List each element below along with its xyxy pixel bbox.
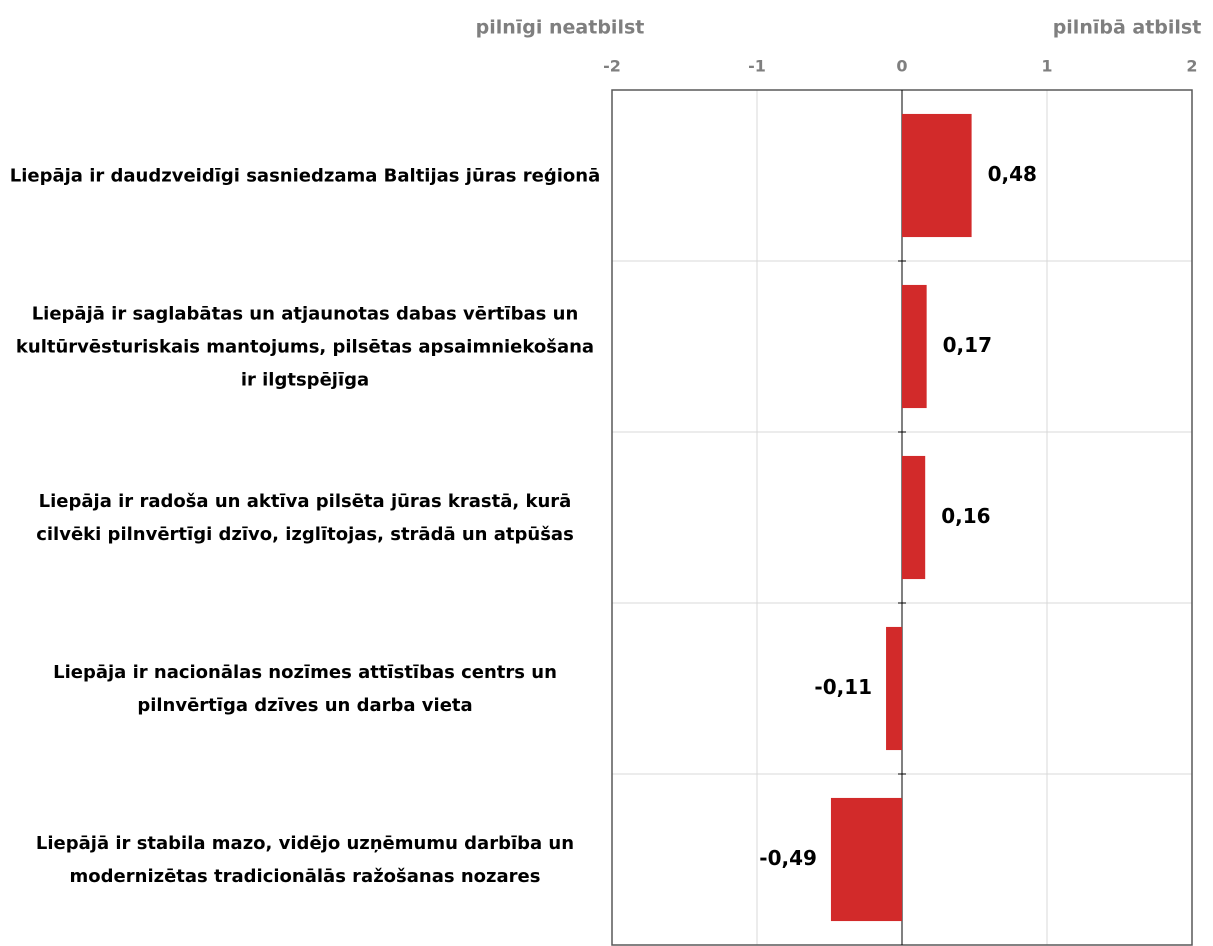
bar — [886, 626, 902, 751]
category-label: Liepāja ir daudzveidīgi sasniedzama Balt… — [9, 165, 601, 186]
value-label: -0,11 — [814, 675, 872, 699]
x-tick-label: 1 — [1041, 57, 1052, 76]
right-annotation: pilnībā atbilst — [1053, 17, 1202, 39]
value-label: -0,49 — [759, 846, 817, 870]
value-label: 0,48 — [988, 162, 1037, 186]
value-label: 0,17 — [943, 333, 992, 357]
x-tick-label: -1 — [748, 57, 766, 76]
category-label: Liepājā ir stabila mazo, vidējo uzņēmumu… — [35, 832, 575, 887]
category-label: Liepāja ir radoša un aktīva pilsēta jūra… — [36, 490, 574, 545]
x-tick-label: -2 — [603, 57, 621, 76]
bar — [902, 455, 926, 580]
left-annotation: pilnīgi neatbilst — [476, 17, 645, 39]
bar — [902, 284, 927, 409]
value-label: 0,16 — [941, 504, 990, 528]
category-label: Liepāja ir nacionālas nozīmes attīstības… — [53, 661, 557, 716]
x-tick-label: 2 — [1186, 57, 1197, 76]
bar — [830, 797, 902, 922]
x-tick-label: 0 — [896, 57, 907, 76]
category-label: Liepājā ir saglabātas un atjaunotas daba… — [15, 303, 595, 390]
bar — [902, 113, 972, 238]
